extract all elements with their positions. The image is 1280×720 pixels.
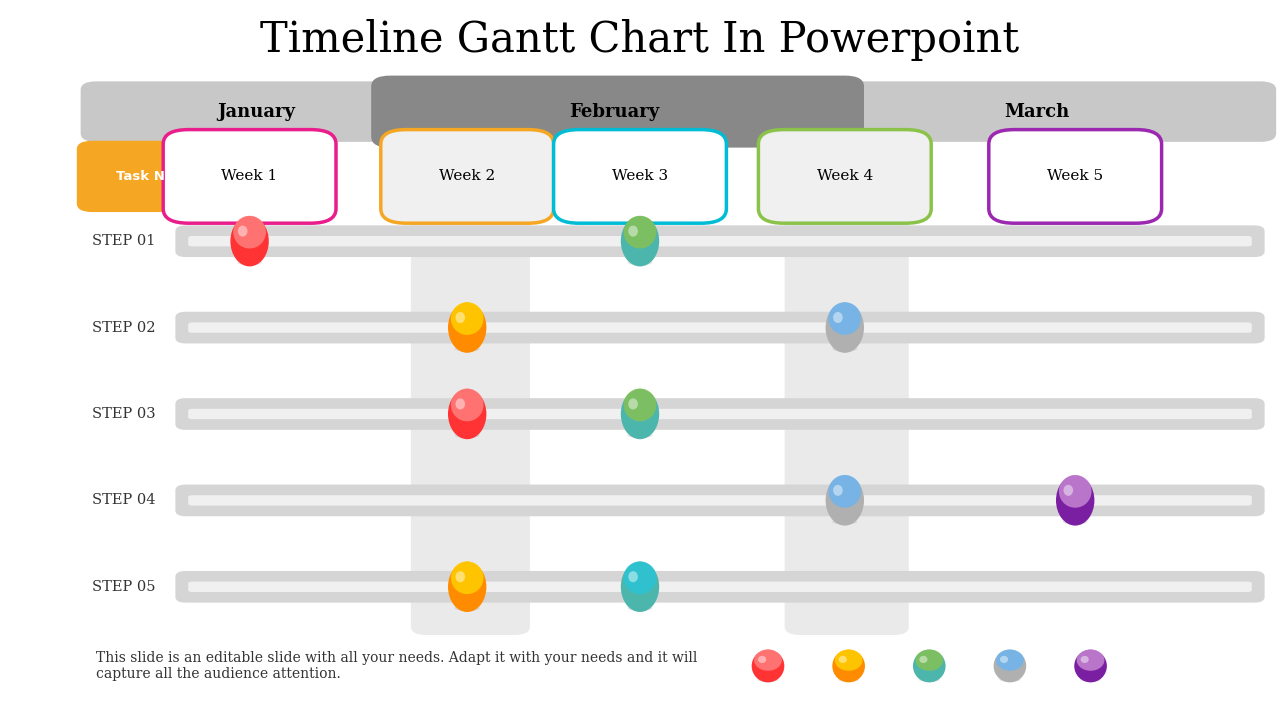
Text: STEP 05: STEP 05 — [92, 580, 156, 594]
Ellipse shape — [448, 389, 486, 439]
FancyBboxPatch shape — [381, 130, 554, 223]
Ellipse shape — [913, 649, 946, 683]
FancyBboxPatch shape — [175, 312, 1265, 343]
FancyBboxPatch shape — [188, 409, 1252, 419]
FancyBboxPatch shape — [188, 582, 1252, 592]
Ellipse shape — [919, 678, 940, 682]
FancyBboxPatch shape — [188, 495, 1252, 505]
Text: STEP 04: STEP 04 — [92, 493, 156, 508]
Ellipse shape — [454, 605, 480, 611]
Ellipse shape — [838, 678, 859, 682]
Ellipse shape — [623, 389, 657, 421]
Ellipse shape — [828, 475, 861, 508]
Ellipse shape — [623, 216, 657, 248]
Ellipse shape — [833, 485, 842, 496]
Ellipse shape — [238, 225, 247, 237]
FancyBboxPatch shape — [175, 225, 1265, 257]
Ellipse shape — [1064, 485, 1073, 496]
Ellipse shape — [621, 389, 659, 439]
Text: STEP 01: STEP 01 — [92, 234, 156, 248]
Ellipse shape — [835, 649, 863, 671]
Ellipse shape — [828, 302, 861, 335]
Ellipse shape — [454, 432, 480, 438]
Ellipse shape — [832, 518, 858, 525]
Ellipse shape — [1056, 475, 1094, 526]
Ellipse shape — [451, 302, 484, 335]
Text: STEP 02: STEP 02 — [92, 320, 156, 335]
Ellipse shape — [1059, 475, 1092, 508]
Ellipse shape — [1080, 678, 1101, 682]
Text: Week 1: Week 1 — [221, 169, 278, 184]
Ellipse shape — [832, 649, 865, 683]
Text: Week 2: Week 2 — [439, 169, 495, 184]
Ellipse shape — [623, 562, 657, 594]
Ellipse shape — [456, 571, 465, 582]
Text: STEP 03: STEP 03 — [92, 407, 156, 421]
Ellipse shape — [627, 432, 653, 438]
Ellipse shape — [230, 216, 269, 266]
FancyBboxPatch shape — [371, 76, 864, 148]
FancyBboxPatch shape — [81, 81, 1276, 142]
Ellipse shape — [628, 571, 637, 582]
Ellipse shape — [456, 398, 465, 410]
FancyBboxPatch shape — [759, 130, 932, 223]
Ellipse shape — [233, 216, 266, 248]
Text: Week 4: Week 4 — [817, 169, 873, 184]
Ellipse shape — [448, 302, 486, 353]
Ellipse shape — [751, 649, 785, 683]
FancyBboxPatch shape — [77, 141, 236, 212]
Ellipse shape — [832, 346, 858, 352]
Ellipse shape — [627, 605, 653, 611]
FancyBboxPatch shape — [785, 164, 909, 635]
Ellipse shape — [454, 346, 480, 352]
Ellipse shape — [451, 389, 484, 421]
Ellipse shape — [456, 312, 465, 323]
Ellipse shape — [1000, 678, 1020, 682]
Ellipse shape — [996, 649, 1024, 671]
Text: January: January — [218, 102, 294, 120]
Ellipse shape — [237, 259, 262, 266]
Text: February: February — [570, 102, 659, 120]
FancyBboxPatch shape — [554, 130, 727, 223]
Ellipse shape — [1074, 649, 1107, 683]
Ellipse shape — [1062, 518, 1088, 525]
Ellipse shape — [919, 656, 928, 663]
FancyBboxPatch shape — [988, 130, 1162, 223]
Ellipse shape — [826, 302, 864, 353]
Text: March: March — [1005, 102, 1069, 120]
Ellipse shape — [448, 562, 486, 612]
Ellipse shape — [628, 225, 637, 237]
Text: This slide is an editable slide with all your needs. Adapt it with your needs an: This slide is an editable slide with all… — [96, 651, 698, 681]
FancyBboxPatch shape — [411, 164, 530, 635]
Ellipse shape — [993, 649, 1027, 683]
Ellipse shape — [1076, 649, 1105, 671]
Ellipse shape — [826, 475, 864, 526]
Ellipse shape — [451, 562, 484, 594]
Ellipse shape — [621, 216, 659, 266]
Ellipse shape — [758, 678, 778, 682]
Ellipse shape — [754, 649, 782, 671]
FancyBboxPatch shape — [175, 398, 1265, 430]
FancyBboxPatch shape — [175, 485, 1265, 516]
Ellipse shape — [621, 562, 659, 612]
FancyBboxPatch shape — [188, 236, 1252, 246]
Ellipse shape — [758, 656, 767, 663]
Ellipse shape — [628, 398, 637, 410]
Ellipse shape — [833, 312, 842, 323]
FancyBboxPatch shape — [164, 130, 337, 223]
Text: Week 5: Week 5 — [1047, 169, 1103, 184]
Ellipse shape — [627, 259, 653, 266]
Ellipse shape — [1080, 656, 1089, 663]
Text: Timeline Gantt Chart In Powerpoint: Timeline Gantt Chart In Powerpoint — [260, 19, 1020, 60]
FancyBboxPatch shape — [188, 323, 1252, 333]
Ellipse shape — [915, 649, 943, 671]
Ellipse shape — [1000, 656, 1009, 663]
Text: Task Name: Task Name — [116, 170, 196, 183]
FancyBboxPatch shape — [175, 571, 1265, 603]
Text: Week 3: Week 3 — [612, 169, 668, 184]
Ellipse shape — [838, 656, 847, 663]
